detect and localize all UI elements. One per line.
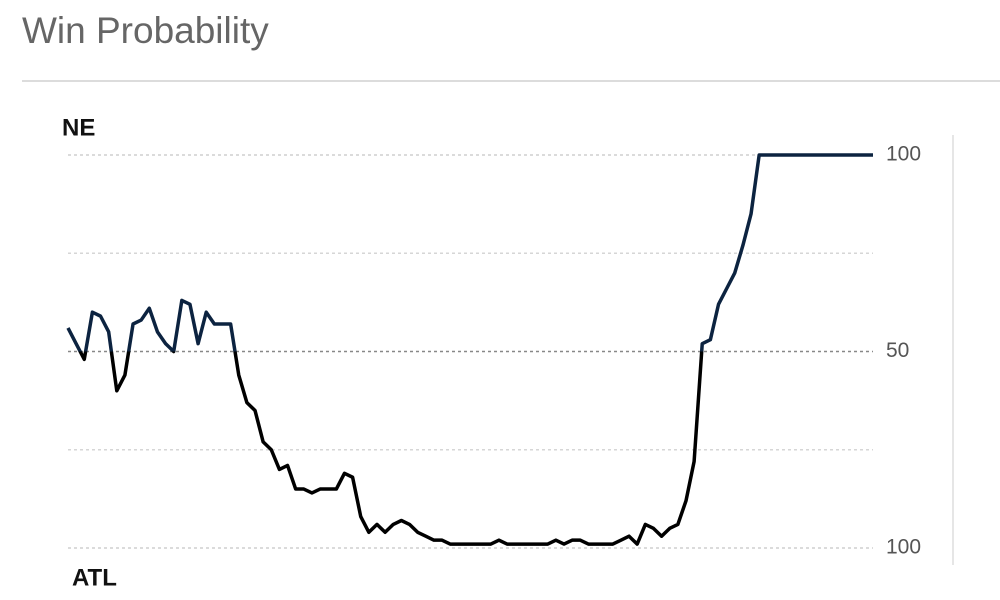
line-above	[66, 153, 873, 352]
bottom-label: ATL	[72, 564, 117, 591]
chart-title: Win Probability	[22, 10, 269, 51]
line-below	[78, 351, 704, 546]
y-tick-label: 100	[886, 536, 921, 559]
top-label: NE	[62, 114, 95, 141]
y-tick-label: 100	[886, 143, 921, 166]
y-tick-label: 50	[886, 339, 909, 362]
